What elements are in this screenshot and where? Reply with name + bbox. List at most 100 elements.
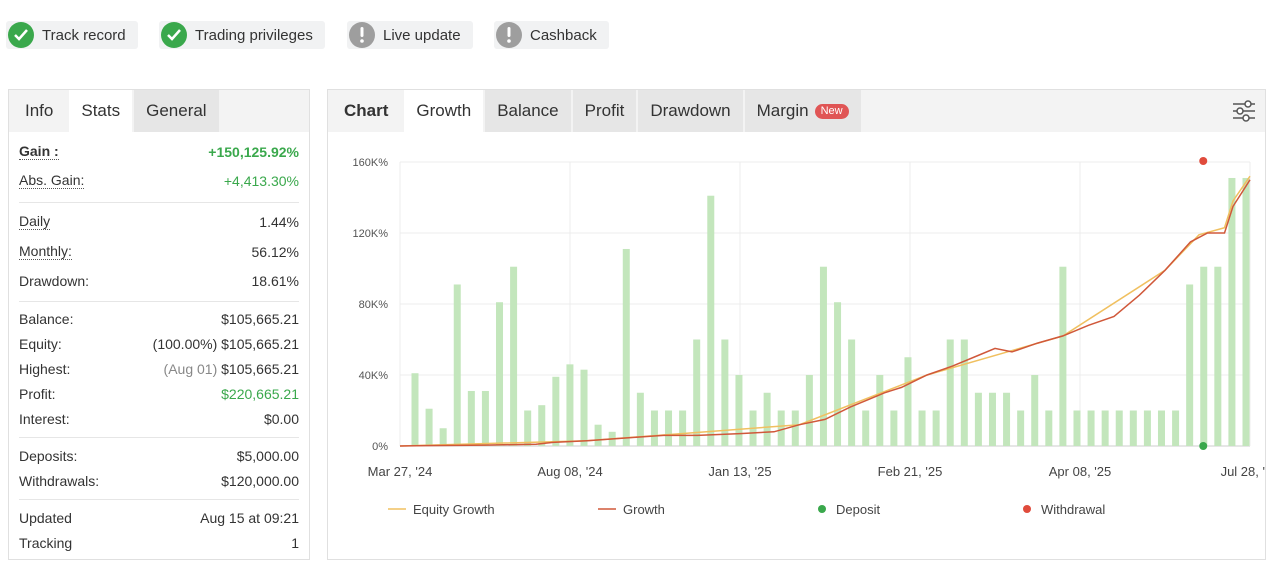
stat-label: Equity: — [19, 335, 62, 352]
chart-bar[interactable] — [524, 410, 532, 447]
legend-growth[interactable]: Growth — [598, 502, 665, 517]
stat-label[interactable]: Gain : — [19, 143, 59, 160]
chart-bar[interactable] — [496, 302, 504, 446]
x-tick-label: Mar 27, '24 — [368, 464, 433, 479]
chart-bar[interactable] — [763, 392, 771, 446]
badge-trading-privileges[interactable]: Trading privileges — [159, 21, 325, 49]
chart-bar[interactable] — [1228, 177, 1236, 446]
chart-bar[interactable] — [580, 369, 588, 446]
chart-bar[interactable] — [960, 339, 968, 447]
chart-bar[interactable] — [848, 339, 856, 447]
chart-bar[interactable] — [904, 357, 912, 446]
badge-live-update[interactable]: Live update — [347, 21, 473, 49]
y-tick-label: 160K% — [353, 157, 389, 169]
chart-bar[interactable] — [946, 339, 954, 447]
chart-settings-button[interactable] — [1223, 90, 1265, 132]
chart-bar[interactable] — [1186, 284, 1194, 446]
chart-bar[interactable] — [862, 410, 870, 447]
chart-bar[interactable] — [834, 302, 842, 446]
chart-bar[interactable] — [1115, 410, 1123, 447]
chart-bar[interactable] — [932, 410, 940, 447]
chart-bar[interactable] — [988, 392, 996, 446]
tab-general[interactable]: General — [134, 90, 219, 132]
y-tick-label: 0% — [372, 441, 388, 453]
tab-info[interactable]: Info — [25, 101, 54, 120]
chart-bar[interactable] — [467, 390, 475, 446]
chart-bar[interactable] — [791, 410, 799, 447]
chart-bar[interactable] — [566, 364, 574, 446]
stat-value: +4,413.30% — [223, 173, 299, 189]
chart-bar[interactable] — [453, 284, 461, 446]
x-tick-label: Aug 08, '24 — [537, 464, 602, 479]
stat-value: $220,665.21 — [221, 385, 299, 402]
tab-stats[interactable]: Stats — [69, 90, 133, 132]
stat-label[interactable]: Abs. Gain: — [19, 172, 85, 189]
tab-profit[interactable]: Profit — [572, 90, 637, 132]
stat-value: $105,665.21 — [221, 310, 299, 327]
chart-bar[interactable] — [1143, 410, 1151, 447]
stat-label[interactable]: Daily — [19, 213, 51, 230]
chart-bar[interactable] — [594, 424, 602, 446]
chart-bar[interactable] — [805, 375, 813, 446]
chart-bar[interactable] — [538, 405, 546, 446]
chart-bar[interactable] — [1214, 266, 1222, 446]
chart-bar[interactable] — [777, 410, 785, 447]
chart-bar[interactable] — [425, 408, 433, 446]
withdrawal-marker[interactable] — [1199, 157, 1208, 165]
chart-bar[interactable] — [510, 266, 518, 446]
tab-growth[interactable]: Growth — [404, 90, 484, 132]
deposit-marker[interactable] — [1199, 442, 1208, 450]
tab-balance[interactable]: Balance — [485, 90, 571, 132]
chart-bar[interactable] — [1003, 392, 1011, 446]
tab-margin-label: Margin — [756, 101, 809, 120]
chart-bar[interactable] — [1031, 375, 1039, 446]
chart-bar[interactable] — [411, 373, 419, 446]
tab-drawdown[interactable]: Drawdown — [638, 90, 743, 132]
legend-withdrawal[interactable]: Withdrawal — [1023, 502, 1105, 517]
chart-bar[interactable] — [650, 410, 658, 447]
chart-bar[interactable] — [1045, 410, 1053, 447]
chart-bar[interactable] — [918, 410, 926, 447]
chart-bar[interactable] — [707, 195, 715, 446]
stat-label: Balance: — [19, 310, 74, 327]
chart-bar[interactable] — [679, 410, 687, 447]
chart-bar[interactable] — [1087, 410, 1095, 447]
badge-track-record[interactable]: Track record — [6, 21, 138, 49]
chart-bar[interactable] — [1101, 410, 1109, 447]
chart-bar[interactable] — [1172, 410, 1180, 447]
chart-bar[interactable] — [552, 376, 560, 446]
legend-equity-growth[interactable]: Equity Growth — [388, 502, 495, 517]
chart-bar[interactable] — [974, 392, 982, 446]
chart-bar[interactable] — [1129, 410, 1137, 447]
equity-growth-line[interactable] — [399, 175, 1251, 447]
sliders-icon — [1233, 100, 1255, 122]
y-tick-label: 120K% — [353, 228, 389, 240]
chart-bar[interactable] — [819, 266, 827, 446]
stat-label[interactable]: Monthly: — [19, 243, 72, 260]
chart-bar[interactable] — [1059, 266, 1067, 446]
stat-value: 1.44% — [259, 214, 299, 230]
chart-bar[interactable] — [876, 375, 884, 446]
chart-bar[interactable] — [439, 428, 447, 446]
chart-bar[interactable] — [1073, 410, 1081, 447]
chart-bar[interactable] — [636, 392, 644, 446]
chart-bar[interactable] — [665, 410, 673, 447]
legend-deposit[interactable]: Deposit — [818, 502, 880, 517]
badge-cashback[interactable]: Cashback — [494, 21, 609, 49]
chart-bar[interactable] — [1017, 410, 1025, 447]
chart-bar[interactable] — [622, 248, 630, 446]
chart-bar[interactable] — [721, 339, 729, 447]
tab-margin[interactable]: Margin New — [744, 90, 861, 132]
chart-bar[interactable] — [481, 390, 489, 446]
chart-bar[interactable] — [1200, 266, 1208, 446]
growth-chart[interactable]: 0% 40K% 80K% 120K% 160K% Mar 27, '24 Aug 08, … — [328, 132, 1265, 559]
chart-bar[interactable] — [1157, 410, 1165, 447]
chart-bar[interactable] — [890, 410, 898, 447]
chart-bar[interactable] — [693, 339, 701, 447]
stat-tracking: Tracking 1 — [19, 530, 299, 555]
stat-label: Interest: — [19, 410, 70, 427]
stat-label: Highest: — [19, 360, 71, 377]
chart-bar[interactable] — [735, 375, 743, 446]
chart-bar[interactable] — [1242, 177, 1250, 446]
growth-line[interactable] — [399, 179, 1251, 447]
